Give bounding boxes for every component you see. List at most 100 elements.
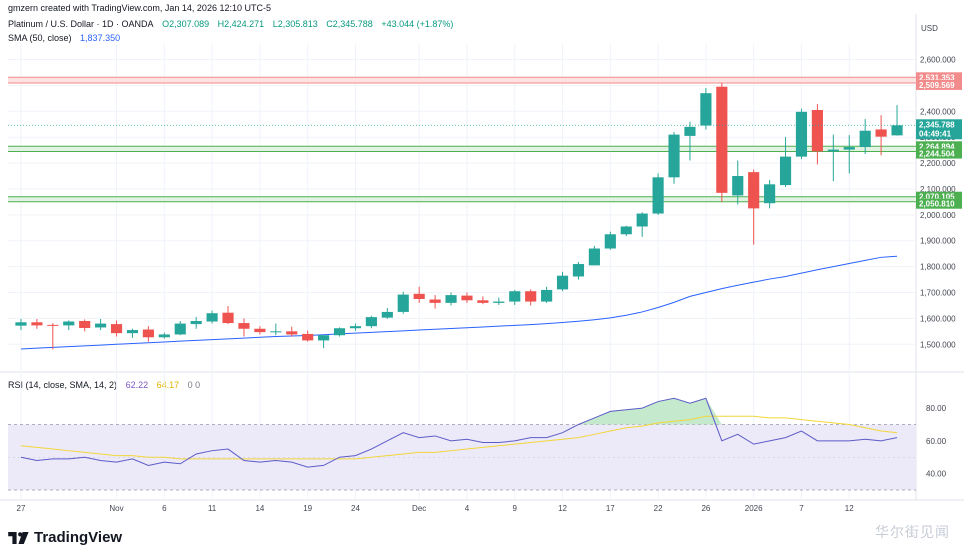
- time-tick-label: 7: [799, 504, 804, 513]
- price-tick-label: 1,500.000: [920, 340, 956, 349]
- price-tick-label: 2,000.000: [920, 211, 956, 220]
- ohlc-open: O2,307.089: [162, 19, 210, 29]
- candle-body: [286, 331, 298, 335]
- candle: [270, 323, 282, 336]
- candle-body: [15, 322, 27, 326]
- candle: [477, 296, 489, 305]
- candle-body: [827, 149, 839, 152]
- symbol-name[interactable]: Platinum / U.S. Dollar · 1D · OANDA: [8, 19, 154, 29]
- candle: [652, 173, 664, 215]
- candle-body: [254, 328, 266, 333]
- level-price-tag: 2,070.105: [919, 193, 955, 202]
- candle-body: [891, 125, 903, 136]
- candle: [302, 330, 314, 342]
- candle: [556, 271, 569, 292]
- time-tick-label: 19: [303, 504, 312, 513]
- candle-body: [875, 129, 887, 137]
- candle-body: [174, 323, 186, 335]
- candle: [811, 104, 823, 165]
- candle-body: [461, 295, 473, 301]
- candle-body: [190, 320, 202, 325]
- candle-body: [238, 323, 250, 329]
- candle-body: [668, 134, 680, 178]
- candle: [79, 319, 91, 332]
- candle-body: [572, 264, 585, 277]
- rsi-legend: RSI (14, close, SMA, 14, 2) 62.22 64.17 …: [8, 380, 206, 390]
- candle-body: [142, 329, 154, 338]
- time-tick-label: Dec: [412, 504, 426, 513]
- candle: [95, 318, 107, 331]
- rsi-extra-values: 0 0: [187, 380, 201, 390]
- candle-body: [302, 333, 314, 341]
- candle-body: [206, 313, 218, 322]
- candle: [764, 179, 776, 209]
- level-price-tag-bg: [916, 148, 962, 159]
- candle-body: [652, 177, 664, 214]
- currency-label[interactable]: USD: [921, 24, 938, 33]
- candle-body: [270, 331, 282, 333]
- candle-body: [843, 147, 855, 150]
- rsi-tick-label: 60.00: [926, 437, 947, 446]
- price-axis[interactable]: 2,600.0002,500.0002,400.0002,300.0002,20…: [916, 56, 962, 479]
- candle: [716, 82, 728, 202]
- ohlc-low: L2,305.813: [272, 19, 318, 29]
- candle: [604, 231, 616, 250]
- candle: [700, 88, 712, 130]
- time-tick-label: 11: [208, 504, 217, 513]
- grid: [0, 14, 964, 501]
- credit-line: gmzern created with TradingView.com, Jan…: [8, 3, 277, 13]
- candle-body: [811, 110, 823, 152]
- sma-label[interactable]: SMA (50, close): [8, 33, 72, 43]
- level-price-tag-bg: [916, 79, 962, 90]
- sma-value: 1,837.350: [80, 33, 121, 43]
- candles: [8, 82, 916, 350]
- candle-body: [636, 213, 648, 227]
- tradingview-logo-icon: [8, 532, 29, 545]
- candle: [110, 320, 123, 337]
- candle-body: [79, 320, 91, 328]
- candle-body: [604, 234, 616, 249]
- rsi-label[interactable]: RSI (14, close, SMA, 14, 2): [8, 380, 118, 390]
- candle-body: [318, 335, 330, 341]
- time-tick-label: 26: [701, 504, 710, 513]
- time-axis[interactable]: 27 Nov 6 11 14 19 24 Dec 4 9 12 17 22 26 2026 7 12: [17, 504, 855, 513]
- candle: [509, 289, 521, 305]
- time-tick-label: 9: [513, 504, 518, 513]
- time-tick-label: 24: [351, 504, 360, 513]
- candle-body: [158, 334, 170, 338]
- candle: [827, 134, 839, 182]
- candle: [795, 108, 808, 160]
- time-tick-label: 12: [558, 504, 567, 513]
- sma-50-line: [20, 255, 898, 350]
- candle-body: [700, 93, 712, 126]
- time-tick-label: 22: [654, 504, 663, 513]
- candle: [843, 135, 855, 174]
- brand-name: TradingView: [34, 529, 123, 546]
- ohlc-change: +43.044 (+1.87%): [381, 19, 454, 29]
- time-tick-label: 6: [162, 504, 167, 513]
- candle: [190, 317, 202, 329]
- watermark: 华尔街见闻: [875, 524, 950, 540]
- rsi-sma-value: 64.17: [156, 380, 180, 390]
- level-zone-support: [8, 196, 916, 202]
- candle: [142, 326, 154, 342]
- last-price-tag: 2,345.788: [919, 120, 955, 129]
- candle: [525, 289, 537, 306]
- price-tick-label: 2,600.000: [920, 56, 956, 65]
- rsi-overbought-fill: [20, 398, 898, 425]
- candle: [158, 332, 170, 339]
- candle-body: [795, 111, 808, 157]
- candle: [365, 315, 377, 329]
- ohlc-high: H2,424.271: [217, 19, 265, 29]
- candle-body: [588, 248, 600, 266]
- candle: [493, 297, 505, 305]
- time-tick-label: Nov: [109, 504, 123, 513]
- level-price-tag: 2,509.569: [919, 81, 955, 90]
- candle-body: [732, 176, 744, 196]
- candle: [429, 295, 441, 309]
- time-tick-label: 27: [17, 504, 26, 513]
- price-tick-label: 1,700.000: [920, 289, 956, 298]
- candle-body: [349, 326, 362, 329]
- candle: [47, 323, 59, 350]
